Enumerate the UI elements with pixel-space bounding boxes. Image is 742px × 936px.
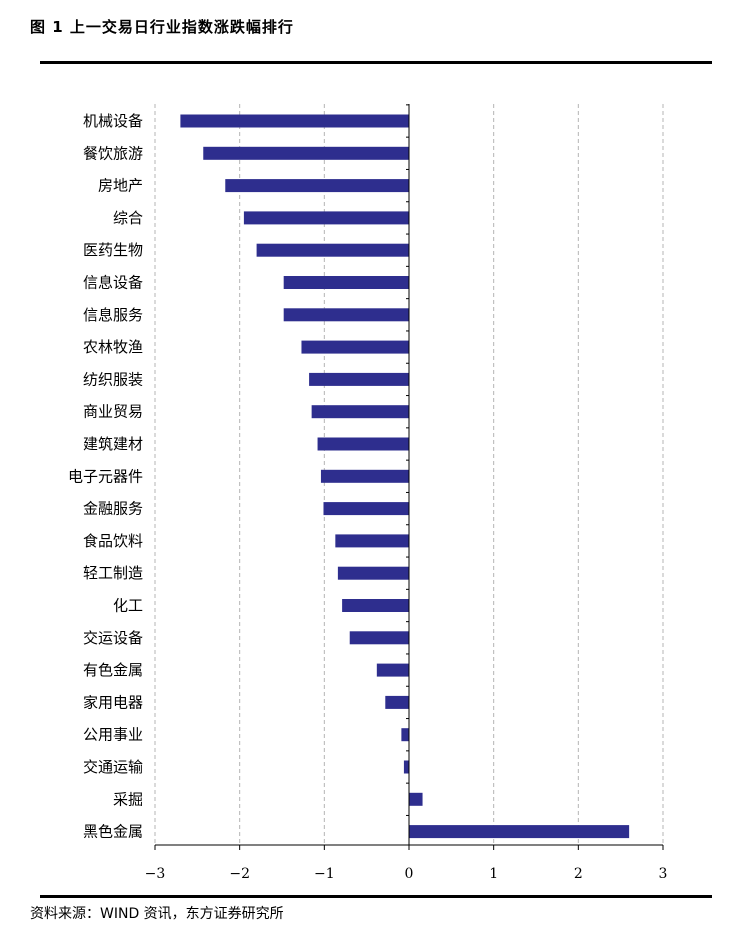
category-label: 家用电器 bbox=[83, 693, 143, 711]
x-tick-label: −2 bbox=[229, 866, 250, 882]
category-label: 轻工制造 bbox=[83, 564, 143, 582]
bar bbox=[342, 599, 409, 612]
category-label: 电子元器件 bbox=[68, 467, 143, 485]
bar bbox=[401, 728, 409, 742]
bar bbox=[243, 211, 409, 225]
bar bbox=[317, 437, 409, 451]
bar bbox=[301, 340, 409, 354]
bar bbox=[225, 179, 409, 193]
category-label: 纺织服装 bbox=[83, 370, 143, 388]
category-label: 信息服务 bbox=[83, 306, 143, 324]
top-rule bbox=[40, 61, 712, 64]
bar bbox=[323, 502, 409, 516]
bar bbox=[320, 469, 409, 483]
category-labels: 机械设备餐饮旅游房地产综合医药生物信息设备信息服务农林牧渔纺织服装商业贸易建筑建… bbox=[68, 112, 143, 841]
x-tick-label: −3 bbox=[145, 866, 166, 882]
category-label: 公用事业 bbox=[83, 726, 143, 744]
x-tick-label: 1 bbox=[489, 866, 498, 882]
category-label: 采掘 bbox=[113, 790, 143, 808]
bar bbox=[309, 372, 409, 386]
category-label: 交通运输 bbox=[83, 758, 143, 776]
grid-lines bbox=[154, 104, 664, 845]
bar bbox=[403, 760, 409, 774]
x-tick-label: 0 bbox=[405, 866, 414, 882]
figure-title: 图 1 上一交易日行业指数涨跌幅排行 bbox=[30, 18, 294, 36]
bar bbox=[349, 631, 409, 645]
category-label: 房地产 bbox=[98, 177, 143, 195]
bar bbox=[335, 534, 409, 548]
category-label: 化工 bbox=[113, 597, 143, 615]
category-label: 金融服务 bbox=[83, 500, 143, 518]
x-tick-label: 2 bbox=[574, 866, 583, 882]
bar bbox=[385, 695, 409, 709]
tick-labels: −3 −2 −1 0 1 2 3 bbox=[145, 866, 668, 882]
axes bbox=[154, 104, 664, 850]
x-tick-label: −1 bbox=[314, 866, 335, 882]
bars bbox=[180, 114, 630, 839]
category-label: 农林牧渔 bbox=[83, 338, 143, 356]
bar bbox=[409, 825, 630, 839]
bar bbox=[409, 792, 423, 806]
category-label: 机械设备 bbox=[83, 112, 143, 130]
category-label: 商业贸易 bbox=[83, 403, 143, 421]
bar bbox=[311, 405, 409, 419]
category-label: 有色金属 bbox=[83, 661, 143, 679]
category-label: 综合 bbox=[113, 209, 143, 227]
category-label: 交运设备 bbox=[83, 629, 143, 647]
category-label: 建筑建材 bbox=[83, 435, 143, 453]
category-label: 食品饮料 bbox=[83, 532, 143, 550]
bar bbox=[203, 146, 409, 160]
category-label: 黑色金属 bbox=[83, 823, 143, 841]
bar bbox=[180, 114, 409, 128]
category-label: 信息设备 bbox=[83, 274, 143, 292]
source-note: 资料来源：WIND 资讯，东方证券研究所 bbox=[30, 906, 284, 922]
category-label: 医药生物 bbox=[83, 241, 143, 259]
bar bbox=[256, 243, 409, 257]
x-tick-label: 3 bbox=[659, 866, 668, 882]
category-label: 餐饮旅游 bbox=[83, 144, 143, 162]
bar bbox=[283, 276, 409, 289]
bottom-rule bbox=[40, 895, 712, 898]
bar bbox=[283, 308, 409, 322]
bar bbox=[337, 566, 409, 580]
bar bbox=[376, 663, 409, 677]
